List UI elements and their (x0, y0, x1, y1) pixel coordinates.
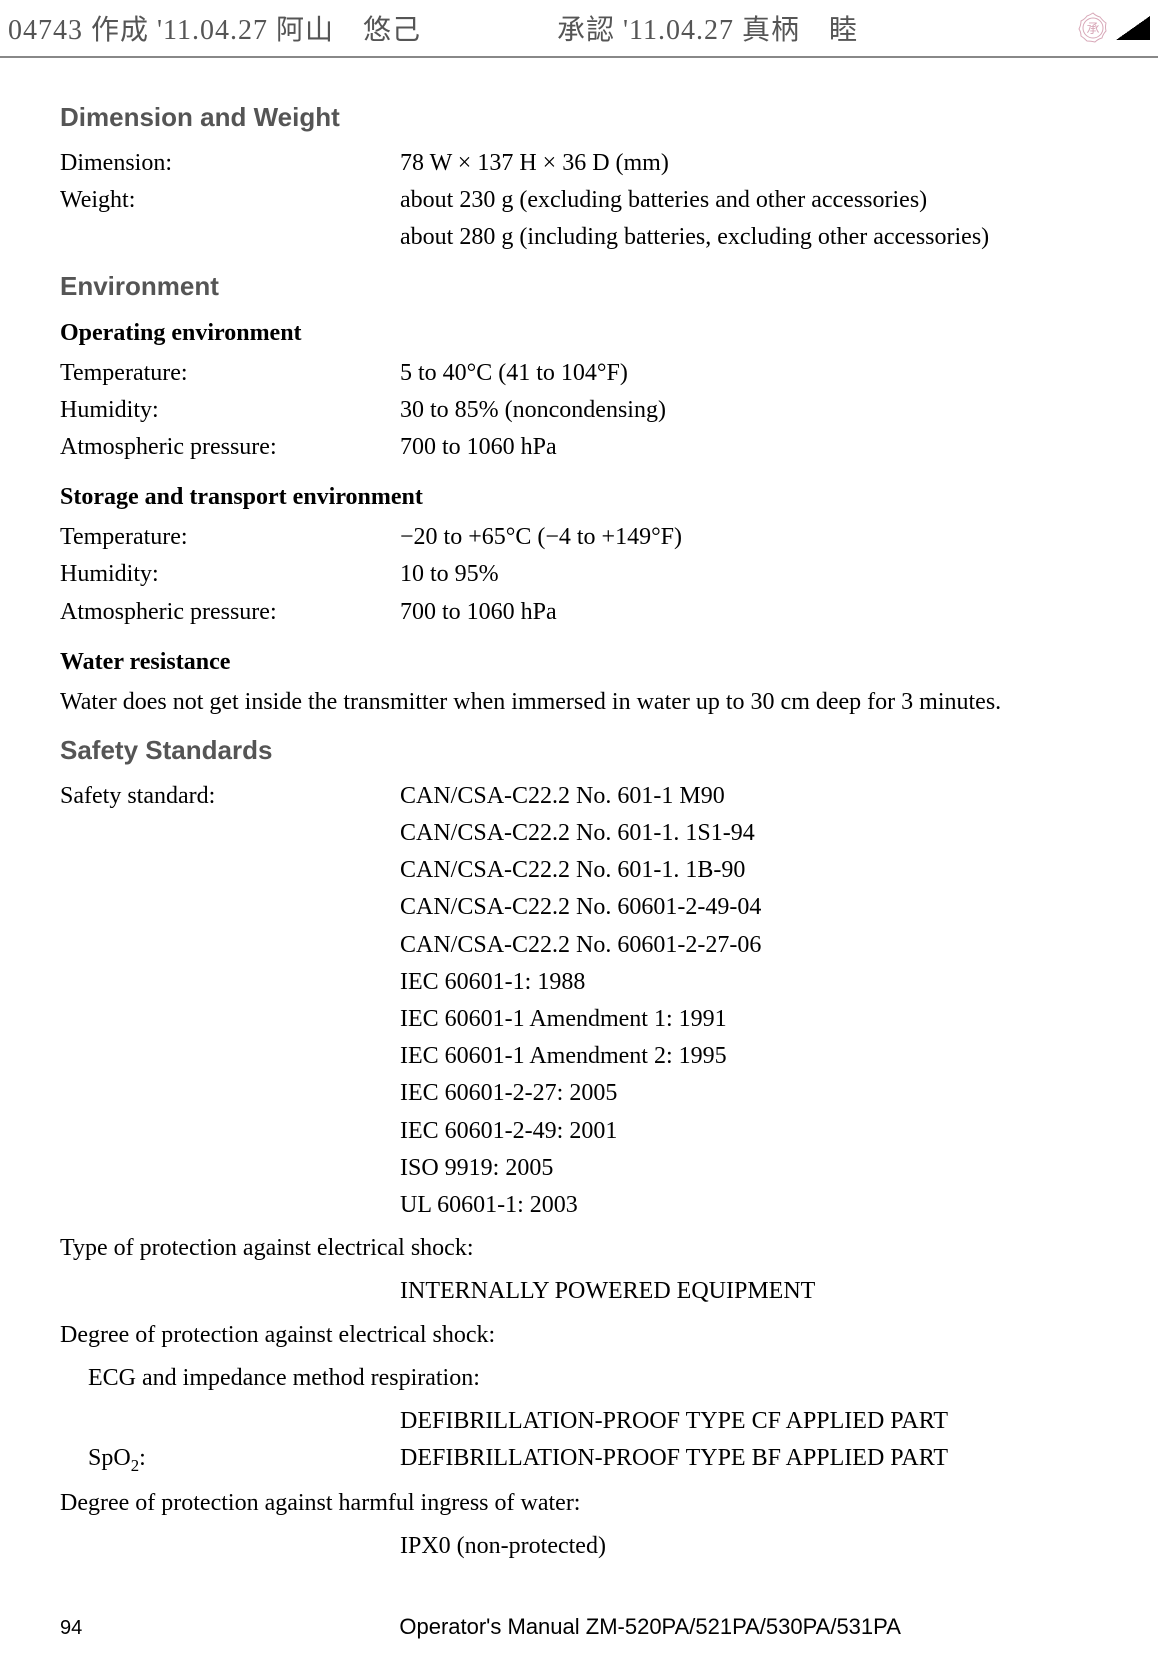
spec-label: Humidity: (60, 556, 400, 593)
protection-degree-label: Degree of protection against electrical … (60, 1317, 1098, 1354)
spec-label: Safety standard: (60, 778, 400, 815)
spec-value: 10 to 95% (400, 556, 1098, 593)
spo2-label: SpO2: (88, 1440, 400, 1479)
spec-row: Atmospheric pressure: 700 to 1060 hPa (60, 594, 1098, 631)
spo2-colon: : (139, 1445, 146, 1471)
spo2-text: SpO (88, 1445, 131, 1471)
section-title-safety: Safety Standards (60, 735, 1098, 766)
spec-row: Weight: about 230 g (excluding batteries… (60, 182, 1098, 219)
spec-row: Humidity: 30 to 85% (noncondensing) (60, 392, 1098, 429)
spec-value: 78 W × 137 H × 36 D (mm) (400, 145, 1098, 182)
page-footer: 94 Operator's Manual ZM-520PA/521PA/530P… (60, 1614, 1098, 1640)
spec-row: Dimension: 78 W × 137 H × 36 D (mm) (60, 145, 1098, 182)
water-ingress-label: Degree of protection against harmful ing… (60, 1485, 1098, 1522)
sub-title-operating: Operating environment (60, 320, 1098, 347)
spec-value-continuation: about 280 g (including batteries, exclud… (400, 219, 1098, 256)
protection-type-value: INTERNALLY POWERED EQUIPMENT (400, 1273, 1098, 1310)
standard-item: CAN/CSA-C22.2 No. 60601-2-49-04 (400, 889, 1098, 926)
spo2-row: SpO2: DEFIBRILLATION-PROOF TYPE BF APPLI… (88, 1440, 1098, 1479)
standard-item: IEC 60601-1 Amendment 1: 1991 (400, 1001, 1098, 1038)
spec-label: Atmospheric pressure: (60, 594, 400, 631)
ecg-label: ECG and impedance method respiration: (88, 1360, 1098, 1397)
sub-title-storage: Storage and transport environment (60, 484, 1098, 511)
spo2-subscript: 2 (131, 1456, 139, 1475)
protection-type-label: Type of protection against electrical sh… (60, 1230, 1098, 1267)
document-header: 04743 作成 '11.04.27 阿山 悠己 承認 '11.04.27 真柄… (0, 0, 1158, 58)
standard-item: IEC 60601-1 Amendment 2: 1995 (400, 1038, 1098, 1075)
spec-row: Atmospheric pressure: 700 to 1060 hPa (60, 429, 1098, 466)
standard-item: IEC 60601-1: 1988 (400, 964, 1098, 1001)
spec-row: Humidity: 10 to 95% (60, 556, 1098, 593)
standard-item: CAN/CSA-C22.2 No. 601-1. 1S1-94 (400, 815, 1098, 852)
page-number: 94 (60, 1617, 82, 1640)
header-created: 04743 作成 '11.04.27 阿山 悠己 (0, 8, 527, 48)
footer-title: Operator's Manual ZM-520PA/521PA/530PA/5… (82, 1614, 1098, 1640)
svg-text:承: 承 (1086, 21, 1099, 36)
spec-label: Humidity: (60, 392, 400, 429)
spec-row: Temperature: −20 to +65°C (−4 to +149°F) (60, 519, 1098, 556)
spo2-value: DEFIBRILLATION-PROOF TYPE BF APPLIED PAR… (400, 1440, 1098, 1479)
ecg-value: DEFIBRILLATION-PROOF TYPE CF APPLIED PAR… (400, 1403, 1098, 1440)
spec-label: Dimension: (60, 145, 400, 182)
water-resistance-text: Water does not get inside the transmitte… (60, 684, 1098, 721)
standard-item: CAN/CSA-C22.2 No. 601-1. 1B-90 (400, 852, 1098, 889)
standard-item: ISO 9919: 2005 (400, 1150, 1098, 1187)
spec-value: 30 to 85% (noncondensing) (400, 392, 1098, 429)
spec-row: Safety standard: CAN/CSA-C22.2 No. 601-1… (60, 778, 1098, 815)
spec-value: CAN/CSA-C22.2 No. 601-1 M90 (400, 778, 1098, 815)
corner-flag-icon (1116, 16, 1150, 40)
page-content: Dimension and Weight Dimension: 78 W × 1… (0, 58, 1158, 1565)
spec-value: 700 to 1060 hPa (400, 594, 1098, 631)
spec-label: Weight: (60, 182, 400, 219)
standard-item: UL 60601-1: 2003 (400, 1187, 1098, 1224)
standard-item: IEC 60601-2-27: 2005 (400, 1075, 1098, 1112)
spec-value: 700 to 1060 hPa (400, 429, 1098, 466)
spec-label: Temperature: (60, 519, 400, 556)
spec-label: Temperature: (60, 355, 400, 392)
sub-title-water: Water resistance (60, 649, 1098, 676)
standard-item: CAN/CSA-C22.2 No. 60601-2-27-06 (400, 927, 1098, 964)
spec-label: Atmospheric pressure: (60, 429, 400, 466)
standard-item: IEC 60601-2-49: 2001 (400, 1113, 1098, 1150)
approval-stamp-icon: 承 (1076, 11, 1110, 45)
spec-row: Temperature: 5 to 40°C (41 to 104°F) (60, 355, 1098, 392)
section-title-dimension: Dimension and Weight (60, 102, 1098, 133)
section-title-environment: Environment (60, 271, 1098, 302)
spec-value: 5 to 40°C (41 to 104°F) (400, 355, 1098, 392)
header-approved: 承認 '11.04.27 真柄 睦 (527, 8, 1076, 48)
water-ingress-value: IPX0 (non-protected) (400, 1528, 1098, 1565)
header-icons: 承 (1076, 11, 1158, 45)
spec-value: about 230 g (excluding batteries and oth… (400, 182, 1098, 219)
spec-value: −20 to +65°C (−4 to +149°F) (400, 519, 1098, 556)
